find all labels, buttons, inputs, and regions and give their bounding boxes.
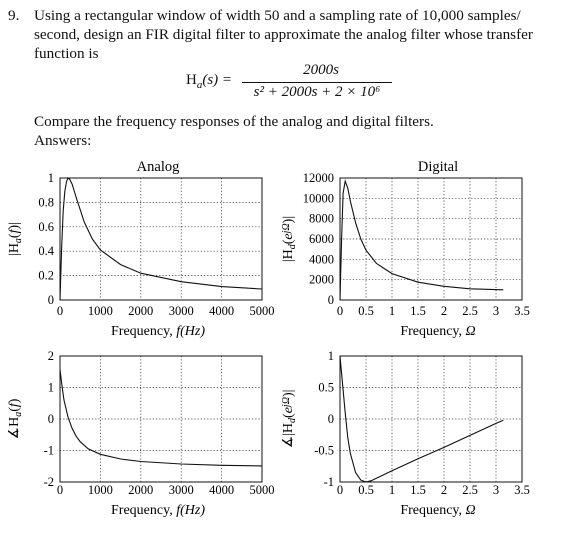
problem-statement: Using a rectangular window of width 50 a… — [34, 7, 533, 62]
x-tick-label: 1 — [389, 483, 395, 497]
x-tick-label: 3 — [493, 483, 499, 497]
x-tick-label: 3000 — [169, 483, 194, 497]
x-axis-label: Frequency, f(Hz) — [111, 503, 205, 518]
x-tick-label: 0.5 — [358, 304, 374, 318]
x-axis-label: Frequency, Ω — [400, 503, 475, 518]
y-tick-label: 2 — [48, 349, 54, 363]
y-tick-label: 0.2 — [38, 269, 54, 283]
x-tick-label: 3.5 — [514, 483, 530, 497]
y-tick-label: 8000 — [309, 212, 334, 226]
y-axis-label: |Ha(f)| — [7, 222, 24, 256]
x-tick-label: 2.5 — [462, 304, 478, 318]
y-tick-label: -2 — [44, 475, 54, 489]
y-tick-label: 1 — [48, 381, 54, 395]
x-tick-label: 2.5 — [462, 483, 478, 497]
y-tick-label: 4000 — [309, 252, 334, 266]
x-tick-label: 2000 — [128, 304, 153, 318]
y-axis-label: ∡|Hd(ejΩ)| — [281, 390, 298, 449]
y-tick-label: 6000 — [309, 232, 334, 246]
x-tick-label: 5000 — [250, 483, 275, 497]
x-tick-label: 2000 — [128, 483, 153, 497]
x-tick-label: 0.5 — [358, 483, 374, 497]
series-line — [59, 177, 263, 301]
y-tick-label: 0.8 — [38, 195, 54, 209]
equation-lhs: Ha(s) = — [186, 72, 232, 91]
fraction-bar — [242, 82, 392, 83]
series-line — [59, 369, 263, 467]
series-line — [339, 178, 504, 301]
y-tick-label: 0 — [48, 293, 54, 307]
equation-lhs-argument: (s) = — [202, 72, 233, 88]
y-axis-label: |Hd(ejΩ)| — [281, 216, 298, 262]
x-tick-label: 1.5 — [410, 483, 426, 497]
equation-denominator: s² + 2000s + 2 × 10⁶ — [253, 84, 381, 100]
y-axis-label: ∡Ha(f) — [7, 398, 24, 439]
x-tick-label: 1.5 — [410, 304, 426, 318]
equation-lhs-subscript: a — [196, 79, 203, 91]
y-tick-label: 0 — [328, 293, 334, 307]
y-tick-label: 0.6 — [38, 220, 54, 234]
y-tick-label: -1 — [44, 444, 54, 458]
equation-numerator: 2000s — [303, 62, 339, 78]
problem-number: 9. — [8, 7, 20, 24]
y-tick-label: 1 — [328, 349, 334, 363]
y-tick-label: 10000 — [303, 191, 334, 205]
compare-text: Compare the frequency responses of the a… — [34, 113, 434, 130]
x-tick-label: 0 — [337, 304, 343, 318]
y-tick-label: 0.4 — [38, 244, 54, 258]
x-tick-label: 0 — [57, 304, 63, 318]
x-tick-label: 1000 — [88, 304, 113, 318]
chart-title: Digital — [418, 159, 458, 175]
x-axis-label: Frequency, f(Hz) — [111, 324, 205, 339]
x-tick-label: 5000 — [250, 304, 275, 318]
x-axis-label: Frequency, Ω — [400, 324, 475, 339]
y-tick-label: -1 — [324, 475, 334, 489]
equation-lhs-symbol: H — [186, 72, 197, 88]
series-line — [339, 355, 504, 483]
plot-frame — [59, 177, 263, 301]
x-tick-label: 3.5 — [514, 304, 530, 318]
x-tick-label: 4000 — [209, 483, 234, 497]
x-tick-label: 1 — [389, 304, 395, 318]
x-tick-label: 2 — [441, 483, 447, 497]
x-tick-label: 2 — [441, 304, 447, 318]
x-tick-label: 4000 — [209, 304, 234, 318]
y-tick-label: 0 — [48, 412, 54, 426]
x-tick-label: 0 — [57, 483, 63, 497]
y-tick-label: 0.5 — [318, 381, 334, 395]
x-tick-label: 3000 — [169, 304, 194, 318]
y-tick-label: 12000 — [303, 171, 334, 185]
x-tick-label: 0 — [337, 483, 343, 497]
x-tick-label: 1000 — [88, 483, 113, 497]
transfer-function-equation: Ha(s) = 2000s s² + 2000s + 2 × 10⁶ — [186, 62, 392, 102]
y-tick-label: 1 — [48, 171, 54, 185]
chart-title: Analog — [137, 159, 180, 175]
y-tick-label: -0.5 — [314, 444, 334, 458]
y-tick-label: 0 — [328, 412, 334, 426]
y-tick-label: 2000 — [309, 273, 334, 287]
answers-label: Answers: — [34, 132, 92, 149]
x-tick-label: 3 — [493, 304, 499, 318]
